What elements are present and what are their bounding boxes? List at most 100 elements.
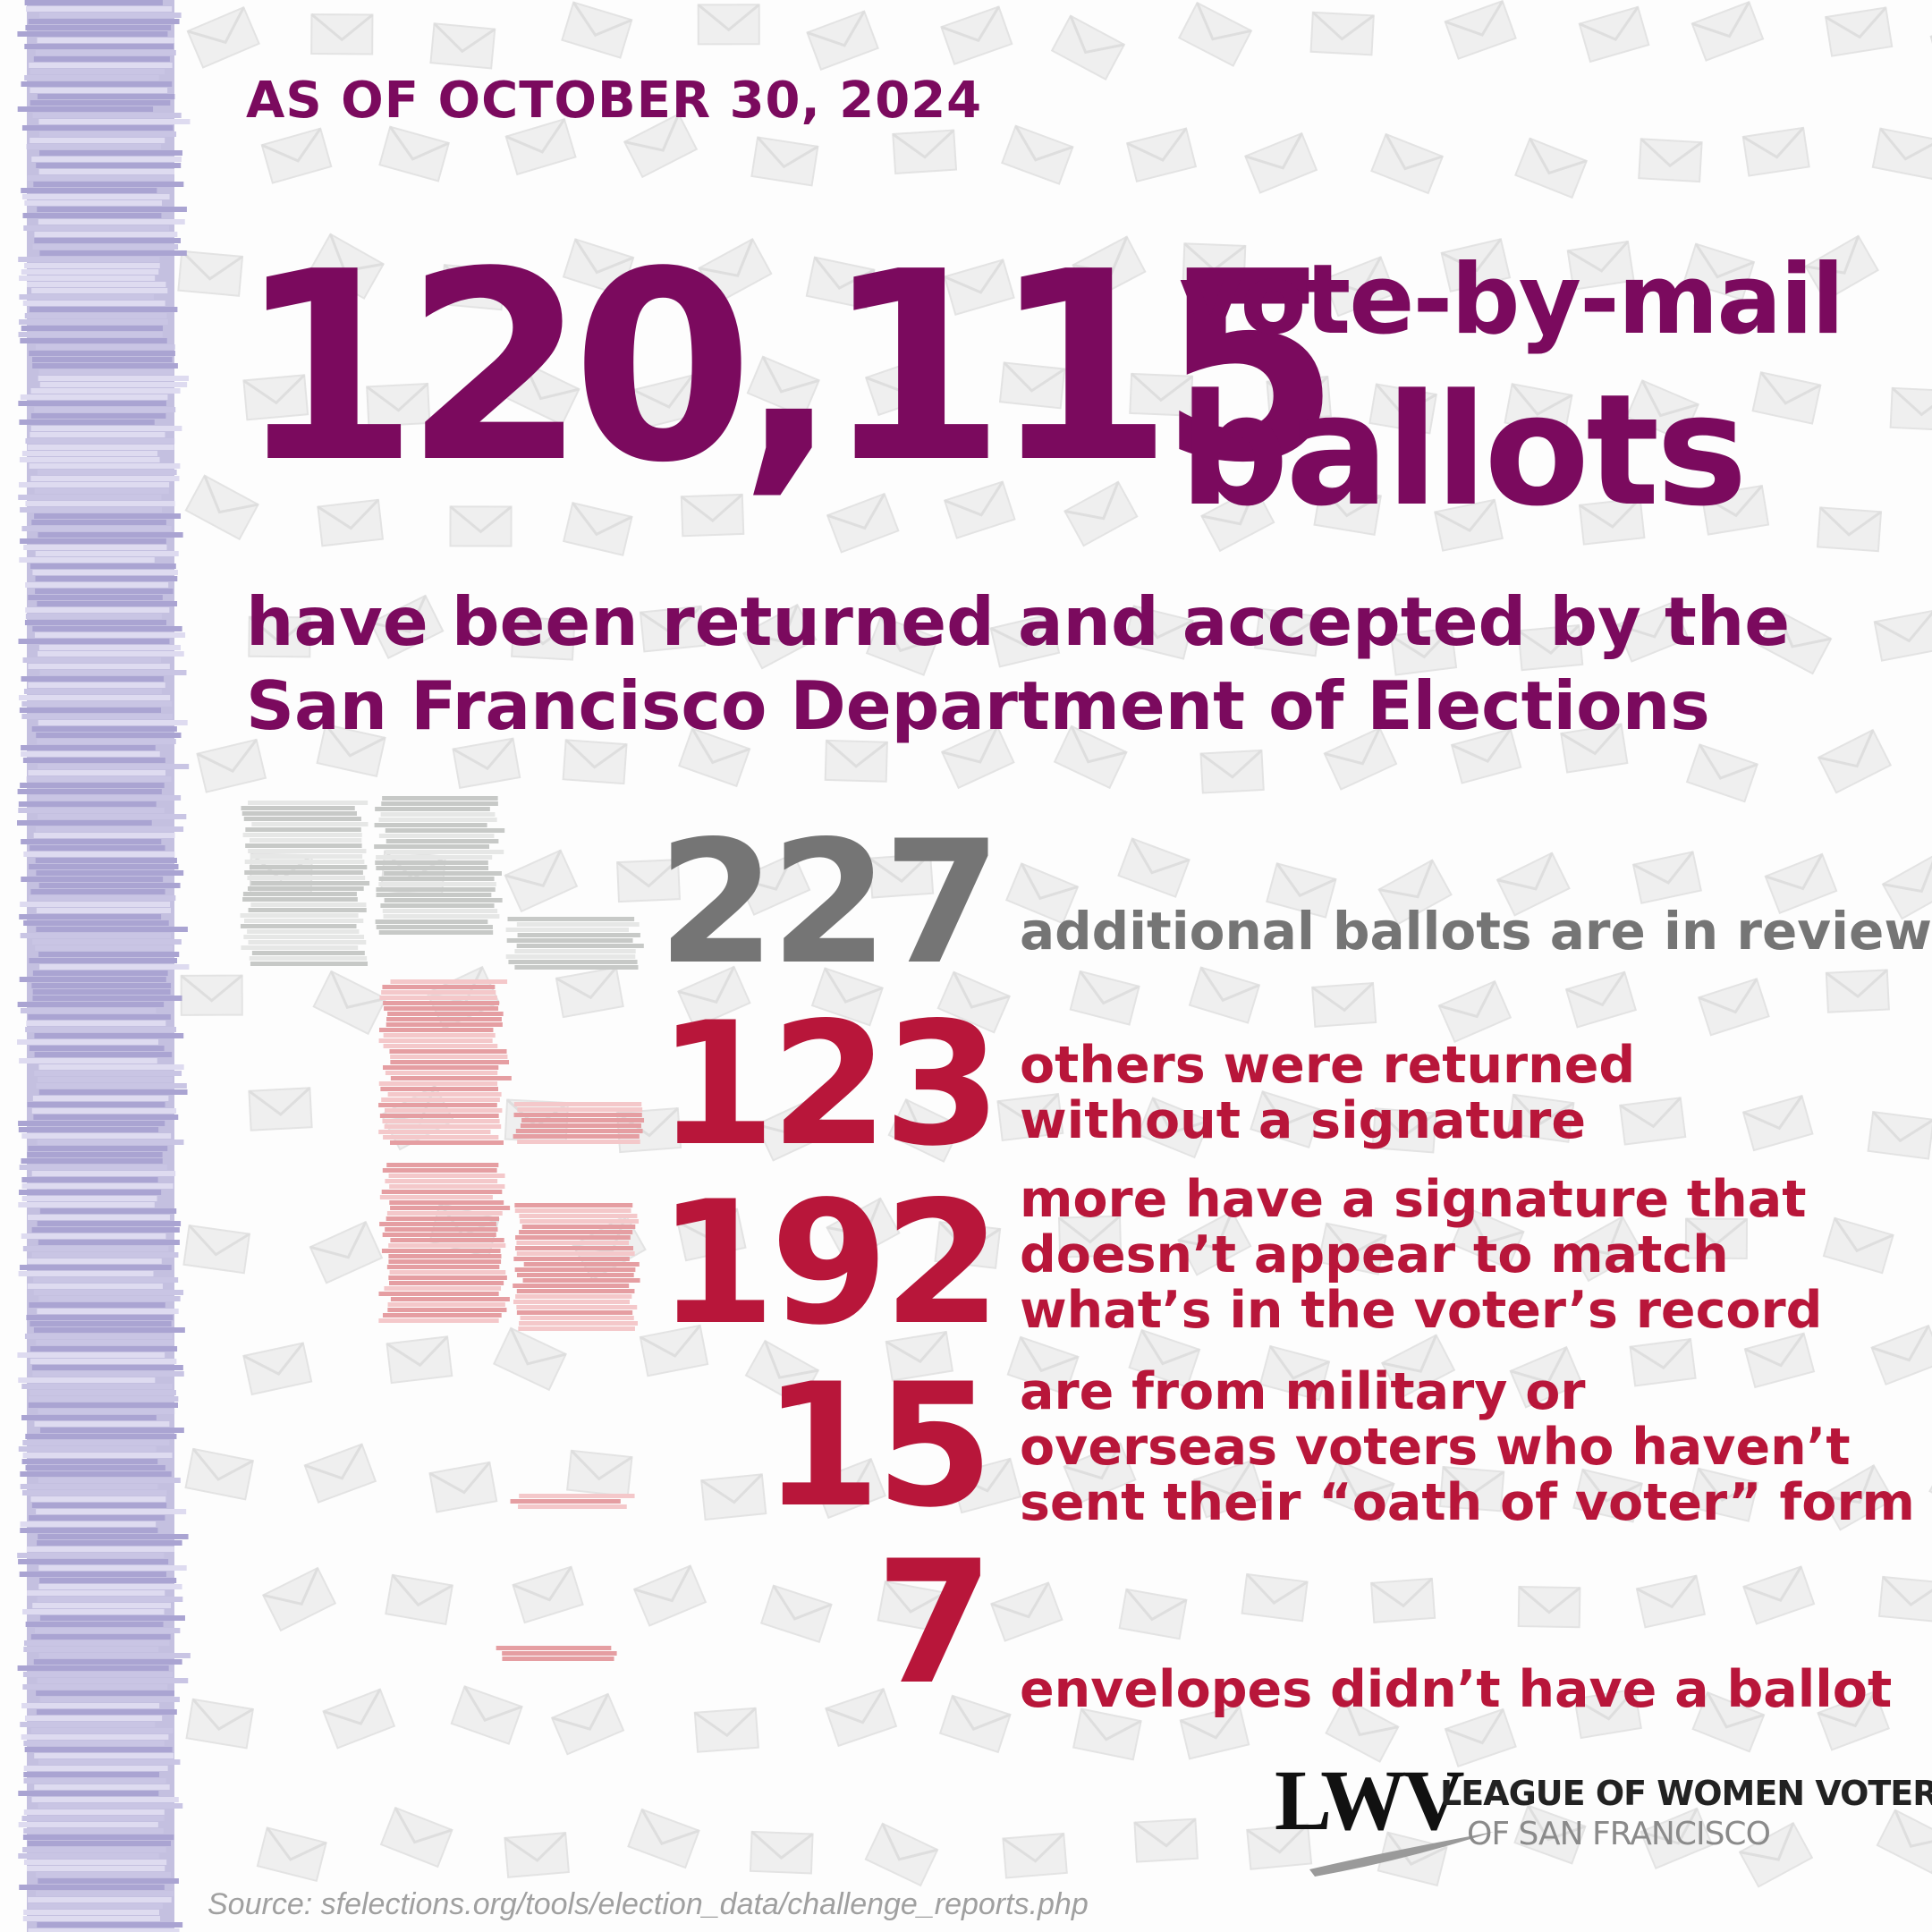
envelope-icon xyxy=(366,382,431,428)
ballot-envelope-edge xyxy=(30,476,180,481)
ballot-envelope-edge xyxy=(34,488,169,494)
ballot-envelope-edge xyxy=(21,1816,165,1821)
ballot-envelope-edge xyxy=(38,1803,183,1809)
ballot-envelope-edge xyxy=(21,1133,172,1139)
ballot-envelope-edge xyxy=(34,232,178,237)
ballot-envelope-edge xyxy=(28,19,180,24)
ballot-envelope-edge xyxy=(39,964,190,970)
ballot-envelope-edge xyxy=(37,601,178,606)
ballot-envelope-edge xyxy=(22,758,165,763)
ballot-envelope-edge xyxy=(39,1208,177,1214)
ballot-envelope-edge xyxy=(18,1127,159,1132)
ballot-envelope-edge xyxy=(19,1165,167,1170)
envelope-icon xyxy=(1629,1337,1697,1387)
ballot-envelope-edge xyxy=(22,1684,168,1690)
ballot-envelope-edge xyxy=(29,463,181,469)
ballot-envelope-edge xyxy=(38,1584,182,1589)
ballot-envelope-edge xyxy=(29,307,178,312)
ballot-envelope-edge xyxy=(35,576,178,581)
ballot-envelope-edge xyxy=(36,908,171,913)
ballot-envelope-edge xyxy=(38,119,191,124)
ballot-envelope-edge xyxy=(34,632,186,638)
ballot-envelope-edge xyxy=(21,1196,157,1201)
envelope-icon xyxy=(1072,235,1147,301)
envelope-icon xyxy=(1380,1334,1456,1400)
ballot-envelope-edge xyxy=(24,1334,173,1339)
ballot-envelope-edge xyxy=(27,175,174,181)
envelope-icon xyxy=(196,738,267,793)
envelope-icon xyxy=(1825,6,1894,57)
ballot-envelope-edge xyxy=(38,720,188,725)
ballot-pile xyxy=(378,1163,511,1323)
envelope-icon xyxy=(943,480,1016,539)
envelope-icon xyxy=(1764,852,1838,915)
ballot-envelope-edge xyxy=(19,977,166,982)
envelope-icon xyxy=(1517,1585,1581,1629)
envelope-icon xyxy=(1631,851,1702,904)
ballot-envelope-edge xyxy=(19,1885,165,1890)
ballot-envelope-edge xyxy=(33,1114,179,1120)
ballot-envelope-edge xyxy=(25,582,169,588)
envelope-icon xyxy=(1137,1097,1211,1159)
ballot-envelope-edge xyxy=(38,645,181,650)
envelope-icon xyxy=(1117,837,1191,898)
ballot-envelope-edge xyxy=(32,626,182,631)
ballot-envelope-edge xyxy=(35,589,174,594)
envelope-icon xyxy=(1325,1697,1400,1763)
envelope-icon xyxy=(934,1221,1002,1269)
envelope-icon xyxy=(1182,242,1247,286)
envelope-icon xyxy=(1509,1345,1583,1409)
ballot-envelope-edge xyxy=(38,369,174,375)
ballot-envelope-edge xyxy=(32,363,178,369)
ballot-envelope-edge xyxy=(39,1697,180,1702)
ballot-envelope-edge xyxy=(38,1077,174,1082)
ballot-envelope-edge xyxy=(27,1841,172,1846)
ballot-envelope-edge xyxy=(39,1428,184,1433)
envelope-icon xyxy=(452,737,521,789)
ballot-envelope-edge xyxy=(27,1215,170,1220)
stat-desc-in-review: additional ballots are in review xyxy=(1020,903,1932,959)
envelope-icon xyxy=(1514,137,1589,199)
envelope-icon xyxy=(632,1564,708,1627)
ballot-envelope-edge xyxy=(37,470,177,475)
envelope-icon xyxy=(632,374,704,429)
envelope-icon xyxy=(1438,1466,1505,1513)
envelope-icon xyxy=(623,113,699,179)
ballot-envelope-edge xyxy=(34,1784,170,1790)
ballot-envelope-edge xyxy=(29,351,175,356)
ballot-envelope-edge xyxy=(28,682,165,688)
envelope-icon xyxy=(1688,1467,1759,1522)
ballot-envelope-edge xyxy=(39,670,187,675)
envelope-icon xyxy=(1751,371,1822,425)
envelope-icon xyxy=(825,1687,898,1748)
envelope-icon xyxy=(746,355,820,419)
envelope-icon xyxy=(439,264,506,311)
ballot-envelope-edge xyxy=(32,1603,172,1608)
ballot-envelope-edge xyxy=(32,939,182,945)
envelope-icon xyxy=(1390,627,1458,676)
ballot-envelope-edge xyxy=(38,814,187,819)
ballot-envelope-edge xyxy=(21,877,164,882)
envelope-icon xyxy=(511,615,576,661)
ballot-envelope-edge xyxy=(30,889,165,894)
ballot-envelope-edge xyxy=(34,1628,181,1633)
ballot-envelope-edge xyxy=(22,1440,170,1445)
ballot-envelope-edge xyxy=(24,44,174,49)
ballot-envelope-edge xyxy=(18,401,166,406)
envelope-icon xyxy=(1177,1,1253,67)
ballot-envelope-edge xyxy=(21,1415,157,1420)
ballot-pile xyxy=(510,1494,635,1509)
envelope-icon xyxy=(1450,727,1522,784)
ballot-envelope-edge xyxy=(25,6,173,12)
envelope-icon xyxy=(566,1449,633,1497)
ballot-envelope-edge xyxy=(31,1108,177,1114)
ballot-envelope-edge xyxy=(20,933,171,938)
ballot-envelope-edge xyxy=(26,1315,174,1320)
ballot-envelope-edge xyxy=(21,676,165,682)
ballot-envelope-edge xyxy=(24,620,166,625)
envelope-icon xyxy=(1069,970,1140,1026)
ballot-envelope-edge xyxy=(38,1878,179,1884)
envelope-icon xyxy=(1434,498,1504,552)
envelope-icon xyxy=(826,492,900,554)
envelope-icon xyxy=(1200,486,1275,553)
